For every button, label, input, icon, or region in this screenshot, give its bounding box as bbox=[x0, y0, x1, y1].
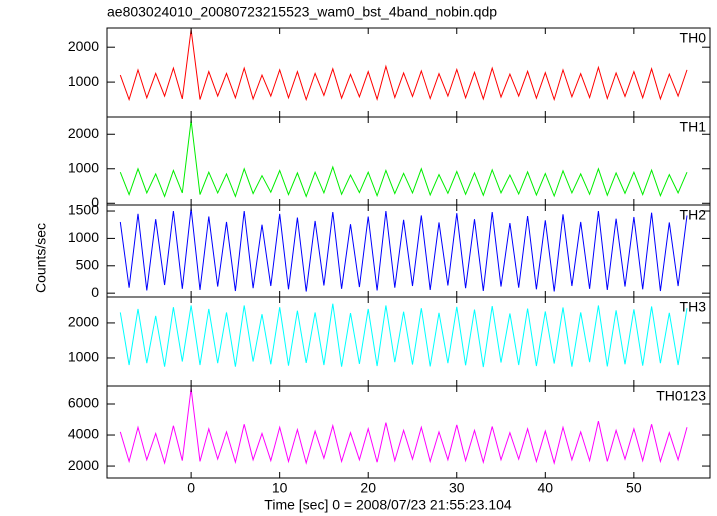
x-tick-label: 20 bbox=[360, 480, 376, 496]
y-tick-label: 2000 bbox=[68, 457, 99, 473]
light-curve bbox=[119, 120, 688, 198]
y-tick-label: 4000 bbox=[68, 426, 99, 442]
light-curve bbox=[119, 208, 688, 292]
panel-label: TH1 bbox=[680, 119, 707, 135]
y-tick-label: 2000 bbox=[68, 125, 99, 141]
y-tick-label: 2000 bbox=[68, 38, 99, 54]
y-tick-label: 6000 bbox=[68, 395, 99, 411]
y-tick-label: 1000 bbox=[68, 349, 99, 365]
y-tick-label: 1000 bbox=[68, 73, 99, 89]
panel-frame bbox=[106, 27, 711, 118]
y-tick-label: 1000 bbox=[68, 229, 99, 245]
panel-frame bbox=[106, 116, 711, 206]
light-curve bbox=[119, 29, 688, 102]
x-tick-label: 50 bbox=[626, 480, 642, 496]
x-tick-label: 30 bbox=[449, 480, 465, 496]
light-curve bbox=[119, 303, 688, 368]
y-tick-label: 2000 bbox=[68, 314, 99, 330]
y-tick-label: 0 bbox=[91, 194, 99, 210]
y-tick-label: 0 bbox=[91, 284, 99, 300]
chart-title: ae803024010_20080723215523_wam0_bst_4ban… bbox=[107, 4, 497, 20]
panel-label: TH0 bbox=[680, 30, 707, 46]
panel-label: TH0123 bbox=[656, 388, 706, 404]
y-tick-label: 1500 bbox=[68, 202, 99, 218]
panel-frame bbox=[106, 204, 711, 298]
panel-label: TH2 bbox=[680, 207, 707, 223]
x-tick-label: 40 bbox=[538, 480, 554, 496]
light-curve bbox=[119, 388, 688, 465]
y-tick-label: 1000 bbox=[68, 159, 99, 175]
y-axis-label: Counts/sec bbox=[33, 223, 49, 293]
y-tick-label: 500 bbox=[76, 256, 100, 272]
x-axis-label: Time [sec] 0 = 2008/07/23 21:55:23.104 bbox=[264, 497, 512, 513]
panel-label: TH3 bbox=[680, 299, 707, 315]
x-tick-label: 10 bbox=[272, 480, 288, 496]
x-tick-label: 0 bbox=[187, 480, 195, 496]
panel-frame bbox=[106, 385, 711, 479]
